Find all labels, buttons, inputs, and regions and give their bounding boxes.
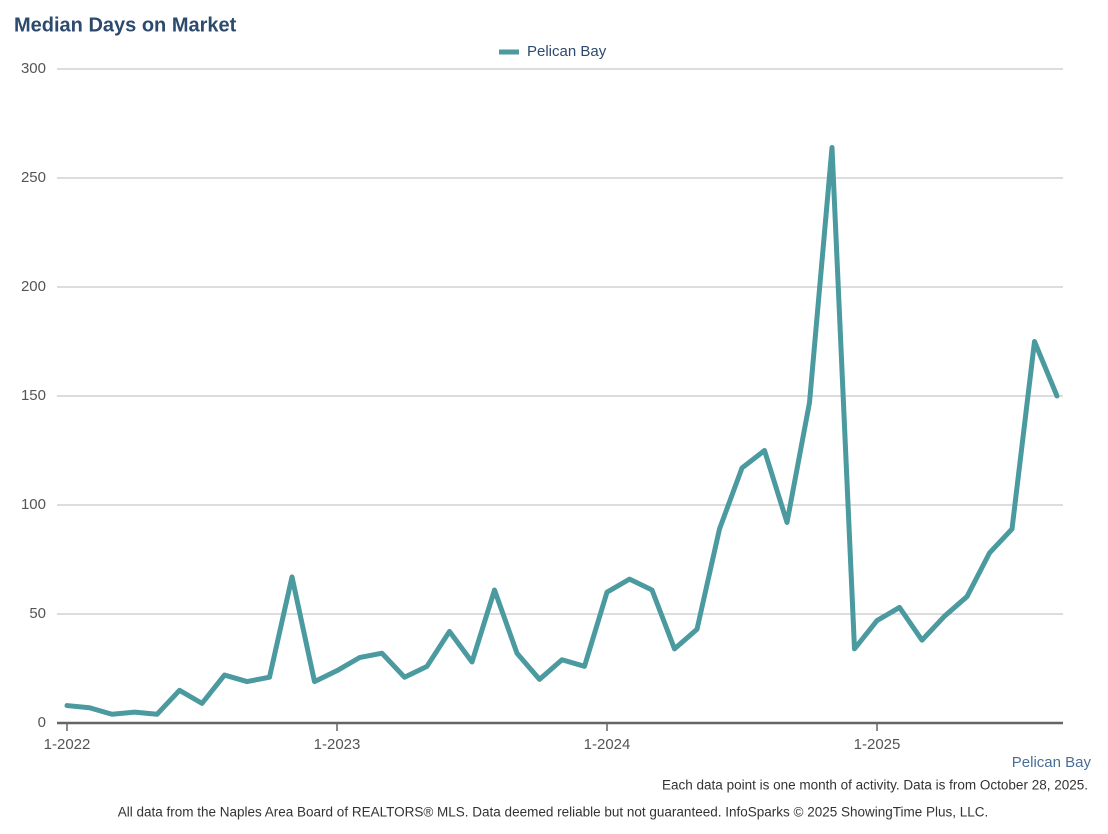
y-tick-label: 300 <box>21 60 46 77</box>
series-label: Pelican Bay <box>1012 754 1092 771</box>
x-tick-label: 1-2024 <box>584 736 631 753</box>
y-tick-label: 50 <box>29 605 46 622</box>
x-tick-label: 1-2025 <box>854 736 901 753</box>
y-tick-label: 150 <box>21 387 46 404</box>
y-tick-label: 100 <box>21 496 46 513</box>
line <box>64 144 1060 717</box>
legend-label: Pelican Bay <box>527 43 607 60</box>
chart-title: Median Days on Market <box>14 14 237 36</box>
source: All data from the Naples Area Board of R… <box>118 805 989 820</box>
x-tick-label: 1-2023 <box>314 736 361 753</box>
note: Each data point is one month of activity… <box>662 778 1088 793</box>
y-tick-label: 250 <box>21 169 46 186</box>
x-tick-label: 1-2022 <box>44 736 91 753</box>
y-tick-label: 200 <box>21 278 46 295</box>
y-tick-label: 0 <box>38 714 46 731</box>
